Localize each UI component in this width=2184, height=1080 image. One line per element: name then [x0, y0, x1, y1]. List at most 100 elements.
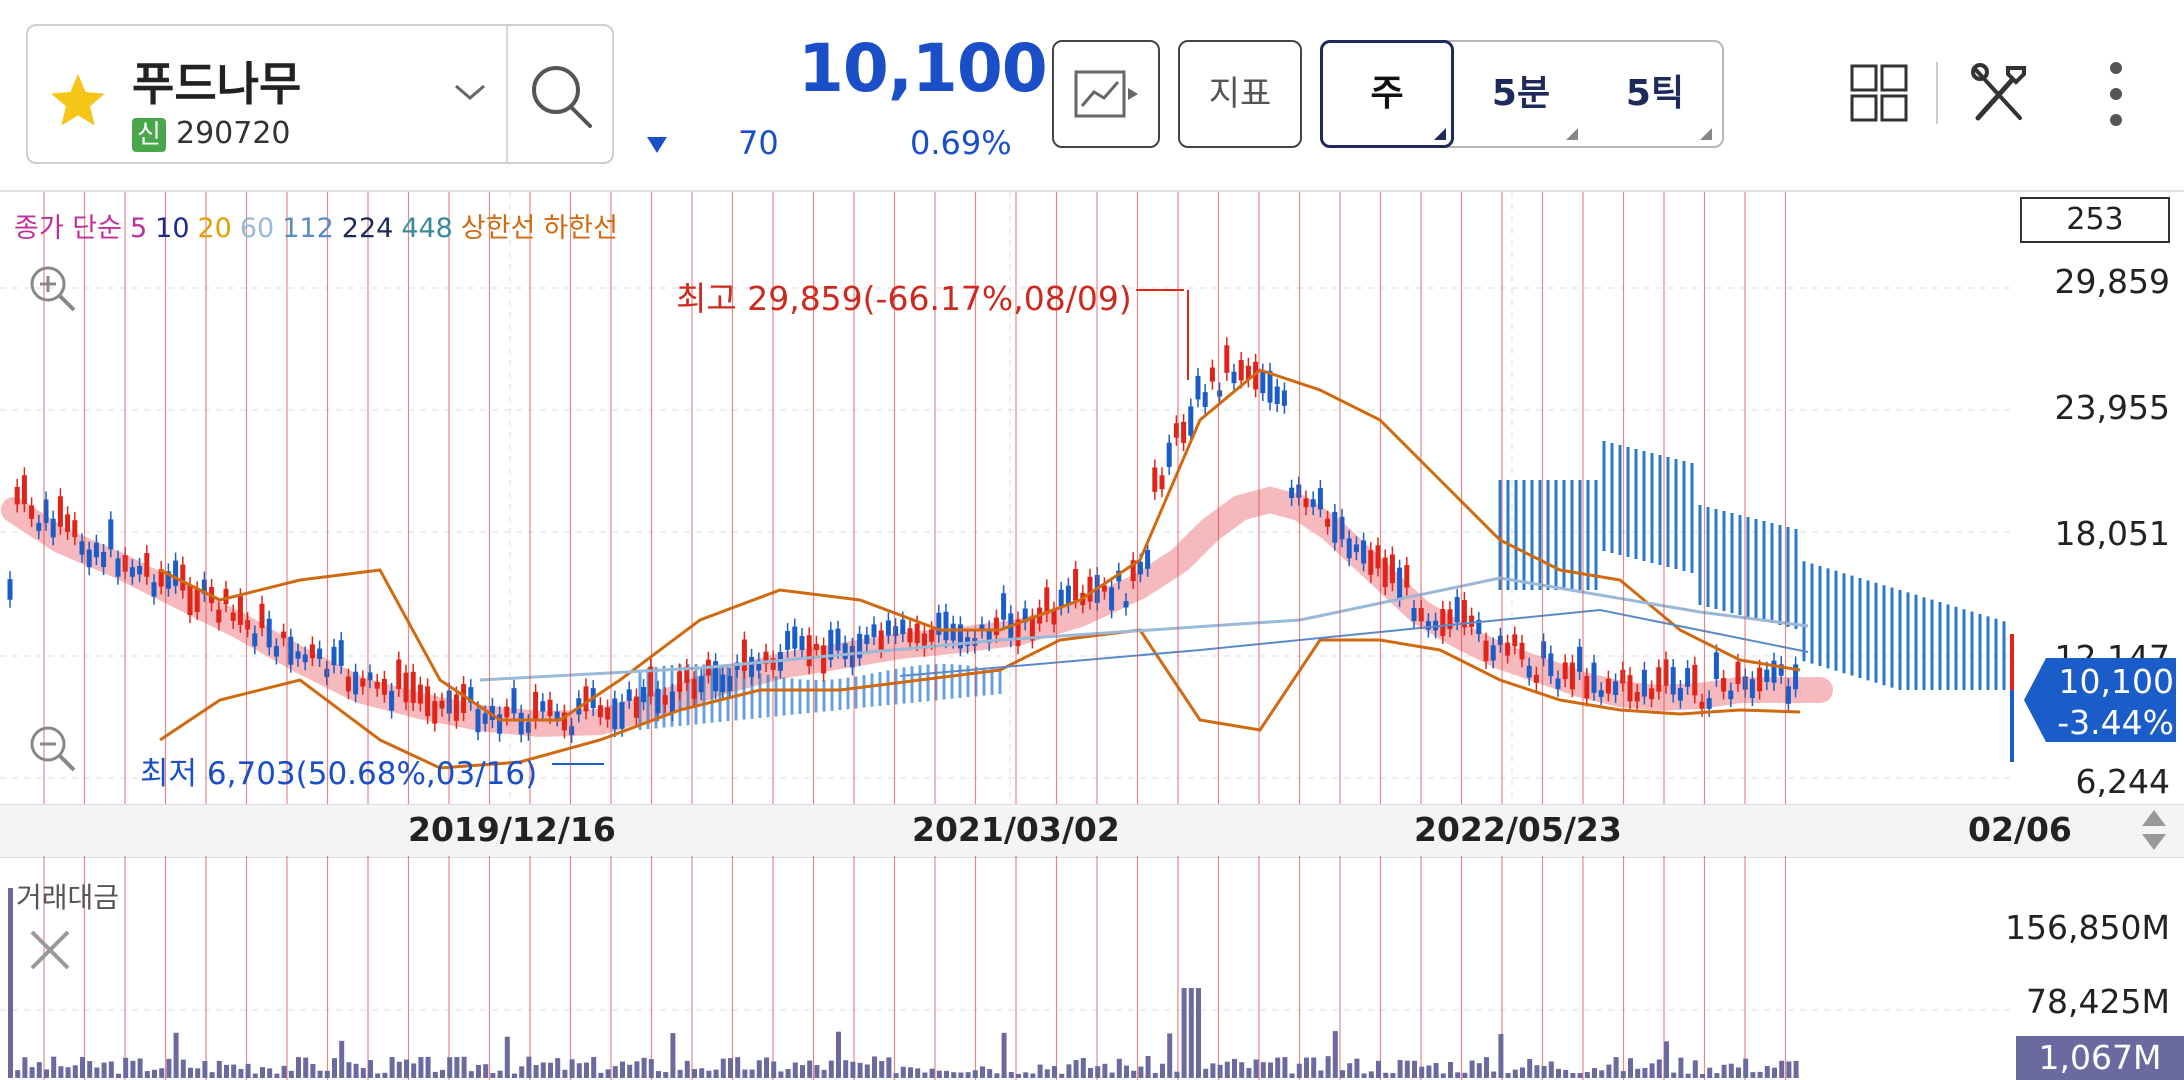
volume-bar — [1368, 1071, 1374, 1078]
scroll-arrows-icon[interactable] — [2138, 806, 2170, 854]
candle — [201, 579, 207, 594]
price-chart[interactable] — [0, 192, 2184, 804]
volume-bar — [908, 1067, 913, 1078]
period-week-button[interactable]: 주 — [1320, 40, 1454, 148]
candle — [432, 701, 438, 724]
volume-bar — [324, 1070, 330, 1078]
candle — [245, 620, 251, 630]
volume-bar — [260, 1067, 265, 1078]
volume-bar — [1433, 1063, 1439, 1078]
volume-bar — [684, 1060, 690, 1078]
volume-bar — [843, 1060, 849, 1078]
volume-bar — [1498, 1034, 1504, 1078]
layout-grid-icon[interactable] — [1850, 64, 1908, 122]
volume-bar — [915, 1068, 921, 1078]
candle — [1260, 371, 1266, 394]
data-count-box[interactable]: 253 — [2020, 197, 2170, 243]
volume-bar — [1275, 1057, 1281, 1078]
candle — [381, 678, 387, 695]
volume-bar — [922, 1072, 928, 1078]
zoom-in-icon[interactable] — [26, 262, 78, 314]
volume-bar — [1073, 1060, 1079, 1078]
candle — [1519, 642, 1525, 660]
volume-bar — [1412, 1060, 1417, 1078]
volume-bar — [569, 1059, 575, 1078]
volume-bar — [972, 1070, 978, 1078]
volume-bar — [1512, 1069, 1518, 1078]
volume-bar — [1361, 1073, 1367, 1078]
volume-bar — [1030, 1073, 1036, 1078]
close-icon[interactable] — [28, 928, 72, 972]
volume-bar — [404, 1059, 409, 1078]
candle — [1238, 359, 1244, 381]
x-axis[interactable] — [0, 804, 2184, 858]
candle — [525, 722, 531, 733]
volume-bar — [1750, 1072, 1756, 1078]
candle — [1483, 640, 1489, 662]
candle — [1332, 511, 1338, 543]
candle — [540, 701, 546, 712]
candle — [965, 637, 971, 646]
zoom-out-icon[interactable] — [26, 722, 78, 774]
volume-bar — [1520, 1067, 1525, 1078]
candle — [1533, 674, 1539, 683]
volume-bar — [1577, 1073, 1583, 1078]
period-5min-button[interactable]: 5분 — [1491, 73, 1551, 114]
search-icon[interactable] — [528, 62, 594, 132]
volume-bar — [1210, 1063, 1216, 1078]
candle — [1253, 361, 1259, 390]
candle — [857, 633, 863, 659]
volume-bar — [1239, 1062, 1245, 1078]
candle — [828, 629, 834, 660]
candle — [1353, 544, 1359, 553]
candle — [497, 714, 503, 734]
volume-bar — [303, 1057, 309, 1078]
x-axis-label: 02/06 — [1968, 810, 2072, 849]
legend-item: 상한선 — [460, 213, 536, 244]
candle — [79, 541, 85, 555]
volume-bar — [137, 1058, 143, 1078]
candle — [137, 565, 143, 575]
volume-bar — [1052, 1066, 1057, 1078]
candle — [1778, 664, 1784, 676]
stock-selector[interactable] — [26, 24, 614, 164]
volume-chart[interactable] — [0, 856, 2184, 1080]
candle — [1173, 423, 1179, 438]
volume-bar — [152, 1069, 157, 1078]
favorite-star-icon[interactable] — [48, 70, 108, 130]
more-options-icon[interactable] — [2104, 60, 2128, 128]
candle — [266, 618, 272, 648]
volume-bar — [1095, 1066, 1101, 1078]
candle — [338, 640, 344, 666]
indicator-button[interactable]: 지표 — [1178, 40, 1302, 148]
volume-bar — [713, 1069, 719, 1078]
volume-bar — [1311, 1057, 1317, 1078]
volume-bar — [1224, 1061, 1230, 1078]
volume-bar — [504, 1036, 510, 1078]
volume-bar — [1642, 1067, 1648, 1078]
candle — [1325, 518, 1331, 527]
candle — [633, 696, 639, 718]
candle — [893, 626, 899, 637]
candle — [1764, 669, 1770, 683]
chevron-down-icon[interactable] — [452, 80, 488, 104]
settings-tools-icon[interactable] — [1968, 60, 2030, 126]
y-axis-label: 23,955 — [2054, 388, 2170, 427]
volume-bar — [1476, 1063, 1482, 1078]
candle — [806, 635, 812, 667]
candle — [554, 711, 560, 719]
volume-bar — [1023, 1072, 1029, 1078]
candle — [1382, 557, 1388, 588]
price-change-percent: 0.69% — [910, 124, 1012, 162]
chart-type-button[interactable] — [1052, 40, 1160, 148]
volume-bar — [108, 1061, 114, 1078]
volume-bar — [1109, 1072, 1115, 1078]
period-5tick-button[interactable]: 5틱 — [1625, 73, 1685, 114]
volume-bar — [735, 1057, 741, 1078]
volume-bar — [1044, 1069, 1050, 1078]
volume-bar — [1426, 1065, 1432, 1078]
candle — [950, 623, 956, 641]
candle — [605, 707, 611, 720]
volume-y-label: 78,425M — [2026, 982, 2170, 1021]
volume-bar — [1001, 1032, 1007, 1078]
